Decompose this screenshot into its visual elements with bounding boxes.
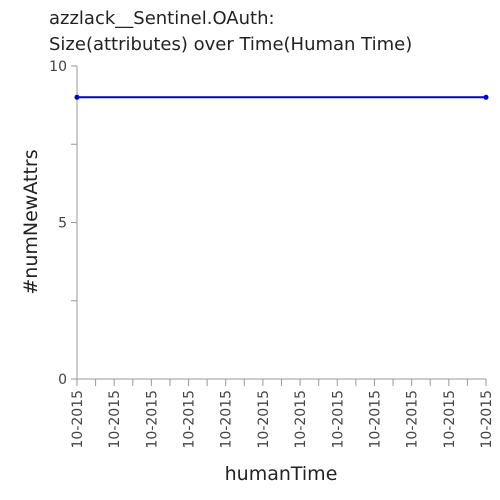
y-axis-label: #numNewAttrs (20, 149, 42, 294)
x-tick-label: 10-2015 (107, 390, 123, 449)
x-tick-label: 10-2015 (330, 390, 346, 449)
x-tick-label: 10-2015 (256, 390, 272, 449)
x-tick-label: 10-2015 (479, 390, 495, 449)
ticks: 0 5 10 10-2015 10-2015 10-2015 10-2015 10-2015 1… (49, 59, 495, 449)
x-tick-label: 10-2015 (293, 390, 309, 449)
data-point (483, 94, 489, 100)
chart-title-line-1: azzlack__Sentinel.OAuth: (49, 8, 275, 29)
x-tick-label: 10-2015 (442, 390, 458, 449)
x-axis-label: humanTime (225, 463, 338, 485)
y-tick-label: 10 (49, 59, 67, 75)
series (74, 94, 489, 100)
y-tick-label: 0 (58, 372, 67, 388)
x-tick-label: 10-2015 (144, 390, 160, 449)
axes (76, 66, 486, 380)
y-tick-label: 5 (58, 216, 67, 232)
x-tick-label: 10-2015 (219, 390, 235, 449)
x-tick-label: 10-2015 (405, 390, 421, 449)
data-point (74, 94, 80, 100)
x-tick-label: 10-2015 (182, 390, 198, 449)
chart-title-line-2: Size(attributes) over Time(Human Time) (49, 34, 413, 55)
x-tick-label: 10-2015 (70, 390, 86, 449)
x-tick-label: 10-2015 (367, 390, 383, 449)
